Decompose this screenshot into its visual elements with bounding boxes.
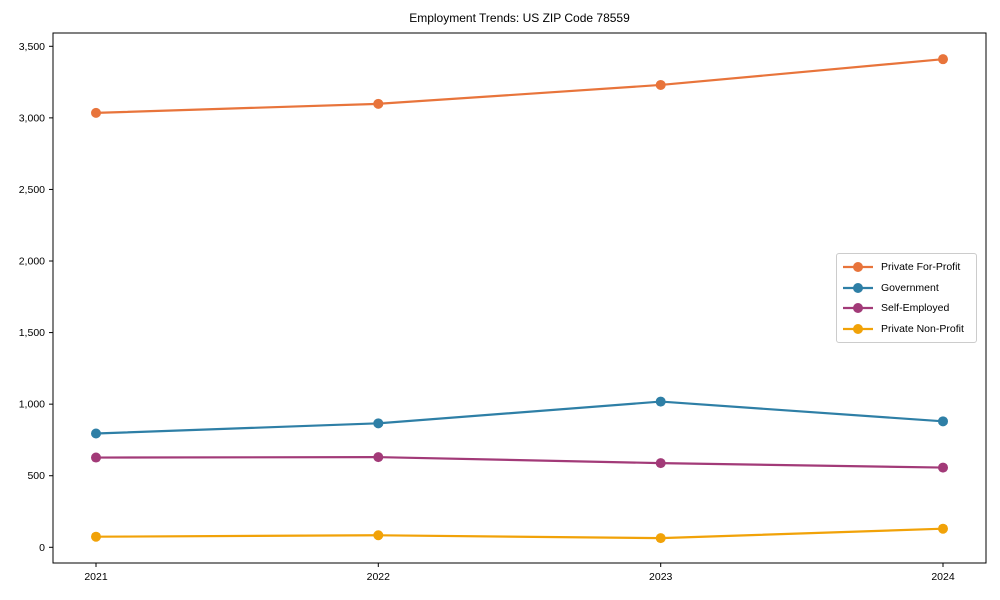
data-point-self-employed-2023 (655, 458, 666, 469)
y-tick-label: 2,000 (19, 256, 45, 268)
y-tick-label: 3,500 (19, 41, 45, 53)
data-point-self-employed-2024 (938, 462, 948, 473)
legend-item-private-for-profit: Private For-Profit (843, 257, 970, 277)
y-tick-label: 3,000 (19, 112, 45, 124)
data-point-private-non-profit-2023 (655, 533, 666, 544)
data-point-self-employed-2021 (91, 452, 101, 463)
data-point-self-employed-2022 (373, 452, 384, 463)
x-tick-label: 2023 (649, 571, 673, 583)
y-tick-label: 1,500 (19, 327, 45, 339)
legend-marker-icon (843, 282, 873, 293)
legend-label: Private For-Profit (881, 261, 961, 274)
legend-label: Self-Employed (881, 302, 950, 315)
legend-label: Government (881, 281, 939, 294)
plot-border (52, 32, 987, 564)
y-tick-label: 0 (39, 542, 45, 554)
y-tick-label: 500 (27, 470, 45, 482)
data-point-government-2021 (91, 428, 101, 439)
legend-marker-icon (843, 262, 873, 273)
series-line-private-for-profit (95, 58, 944, 114)
data-point-private-for-profit-2023 (655, 79, 666, 90)
legend-marker-icon (843, 323, 873, 334)
legend-item-government: Government (843, 278, 970, 298)
data-point-private-for-profit-2021 (91, 107, 101, 118)
legend-label: Private Non-Profit (881, 322, 964, 335)
data-point-private-non-profit-2024 (938, 523, 948, 534)
x-tick-label: 2024 (931, 571, 955, 583)
data-point-government-2023 (655, 396, 666, 407)
series-line-government (95, 400, 944, 435)
x-tick-label: 2021 (84, 571, 108, 583)
data-point-government-2022 (373, 418, 384, 429)
legend-marker-icon (843, 303, 873, 314)
y-tick-label: 1,000 (19, 399, 45, 411)
data-point-private-non-profit-2022 (373, 530, 384, 541)
data-point-government-2024 (938, 416, 948, 427)
y-tick-label: 2,500 (19, 184, 45, 196)
chart-title: Employment Trends: US ZIP Code 78559 (409, 11, 630, 25)
chart-legend: Private For-Profit Government Self-Employe… (836, 253, 977, 343)
legend-item-private-non-profit: Private Non-Profit (843, 319, 970, 339)
series-line-private-non-profit (95, 527, 944, 540)
data-point-private-for-profit-2024 (938, 54, 948, 65)
data-point-private-non-profit-2021 (91, 531, 101, 542)
series-line-self-employed (95, 456, 944, 469)
legend-item-self-employed: Self-Employed (843, 298, 970, 318)
data-point-private-for-profit-2022 (373, 98, 384, 109)
x-tick-label: 2022 (367, 571, 391, 583)
